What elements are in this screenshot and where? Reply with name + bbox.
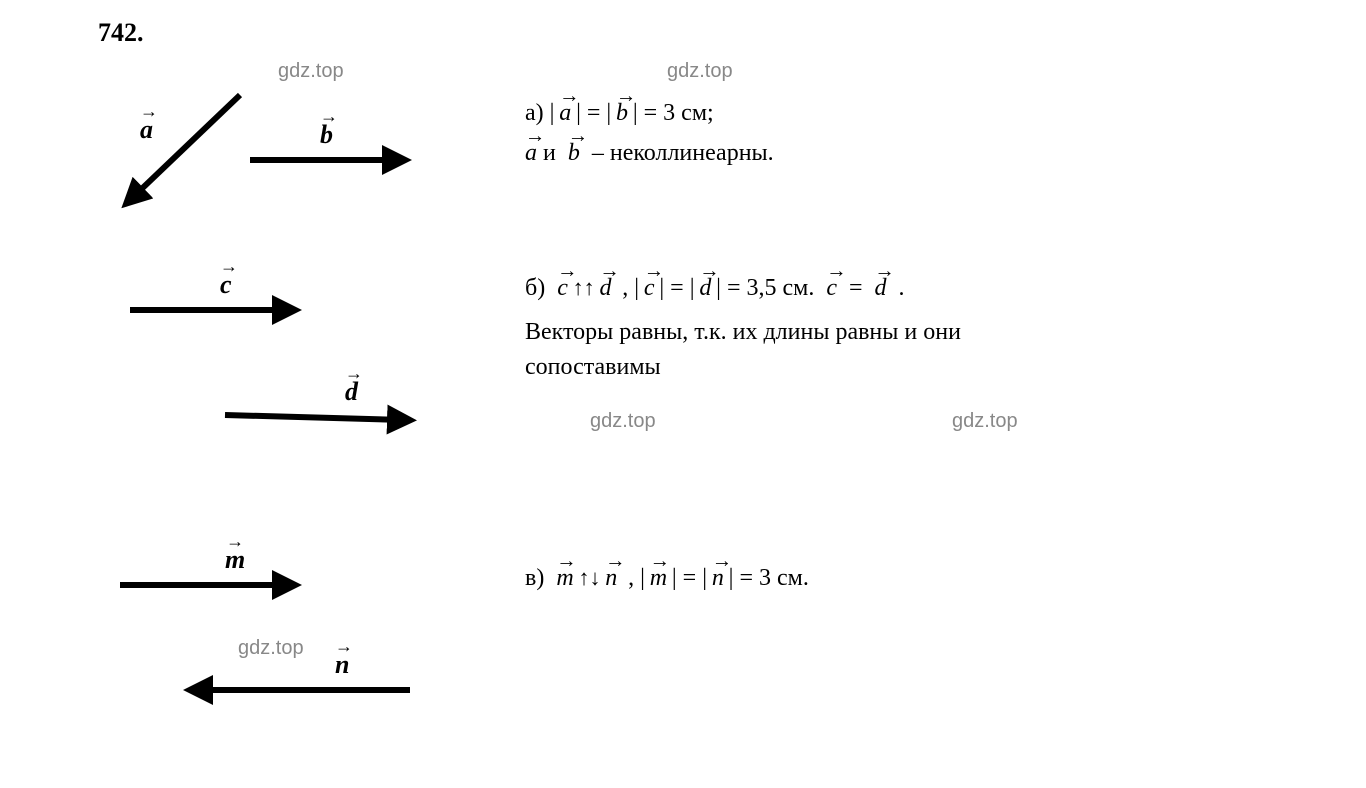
part-b-line2: Векторы равны, т.к. их длины равны и они… [525,315,1085,385]
part-b-line1: б) c ↑↑ d , | c | = | d | = 3,5 см. c = … [525,275,905,302]
vector-diagram [0,0,500,750]
vector-label-n: →n [335,650,349,680]
vector-label-c: →c [220,270,232,300]
vector-label-d: →d [345,377,358,407]
vector-label-b: →b [320,120,333,150]
part-a-line1: а) | a | = | b | = 3 см; [525,100,714,127]
vector-label-m: →m [225,545,245,575]
watermark: gdz.top [952,410,1018,433]
vector-label-a: →a [140,115,153,145]
part-c-line: в) m ↑↓ n , | m | = | n | = 3 см. [525,565,809,592]
watermark: gdz.top [590,410,656,433]
part-a-line2: a и b – неколлинеарны. [525,140,774,167]
watermark: gdz.top [667,60,733,83]
